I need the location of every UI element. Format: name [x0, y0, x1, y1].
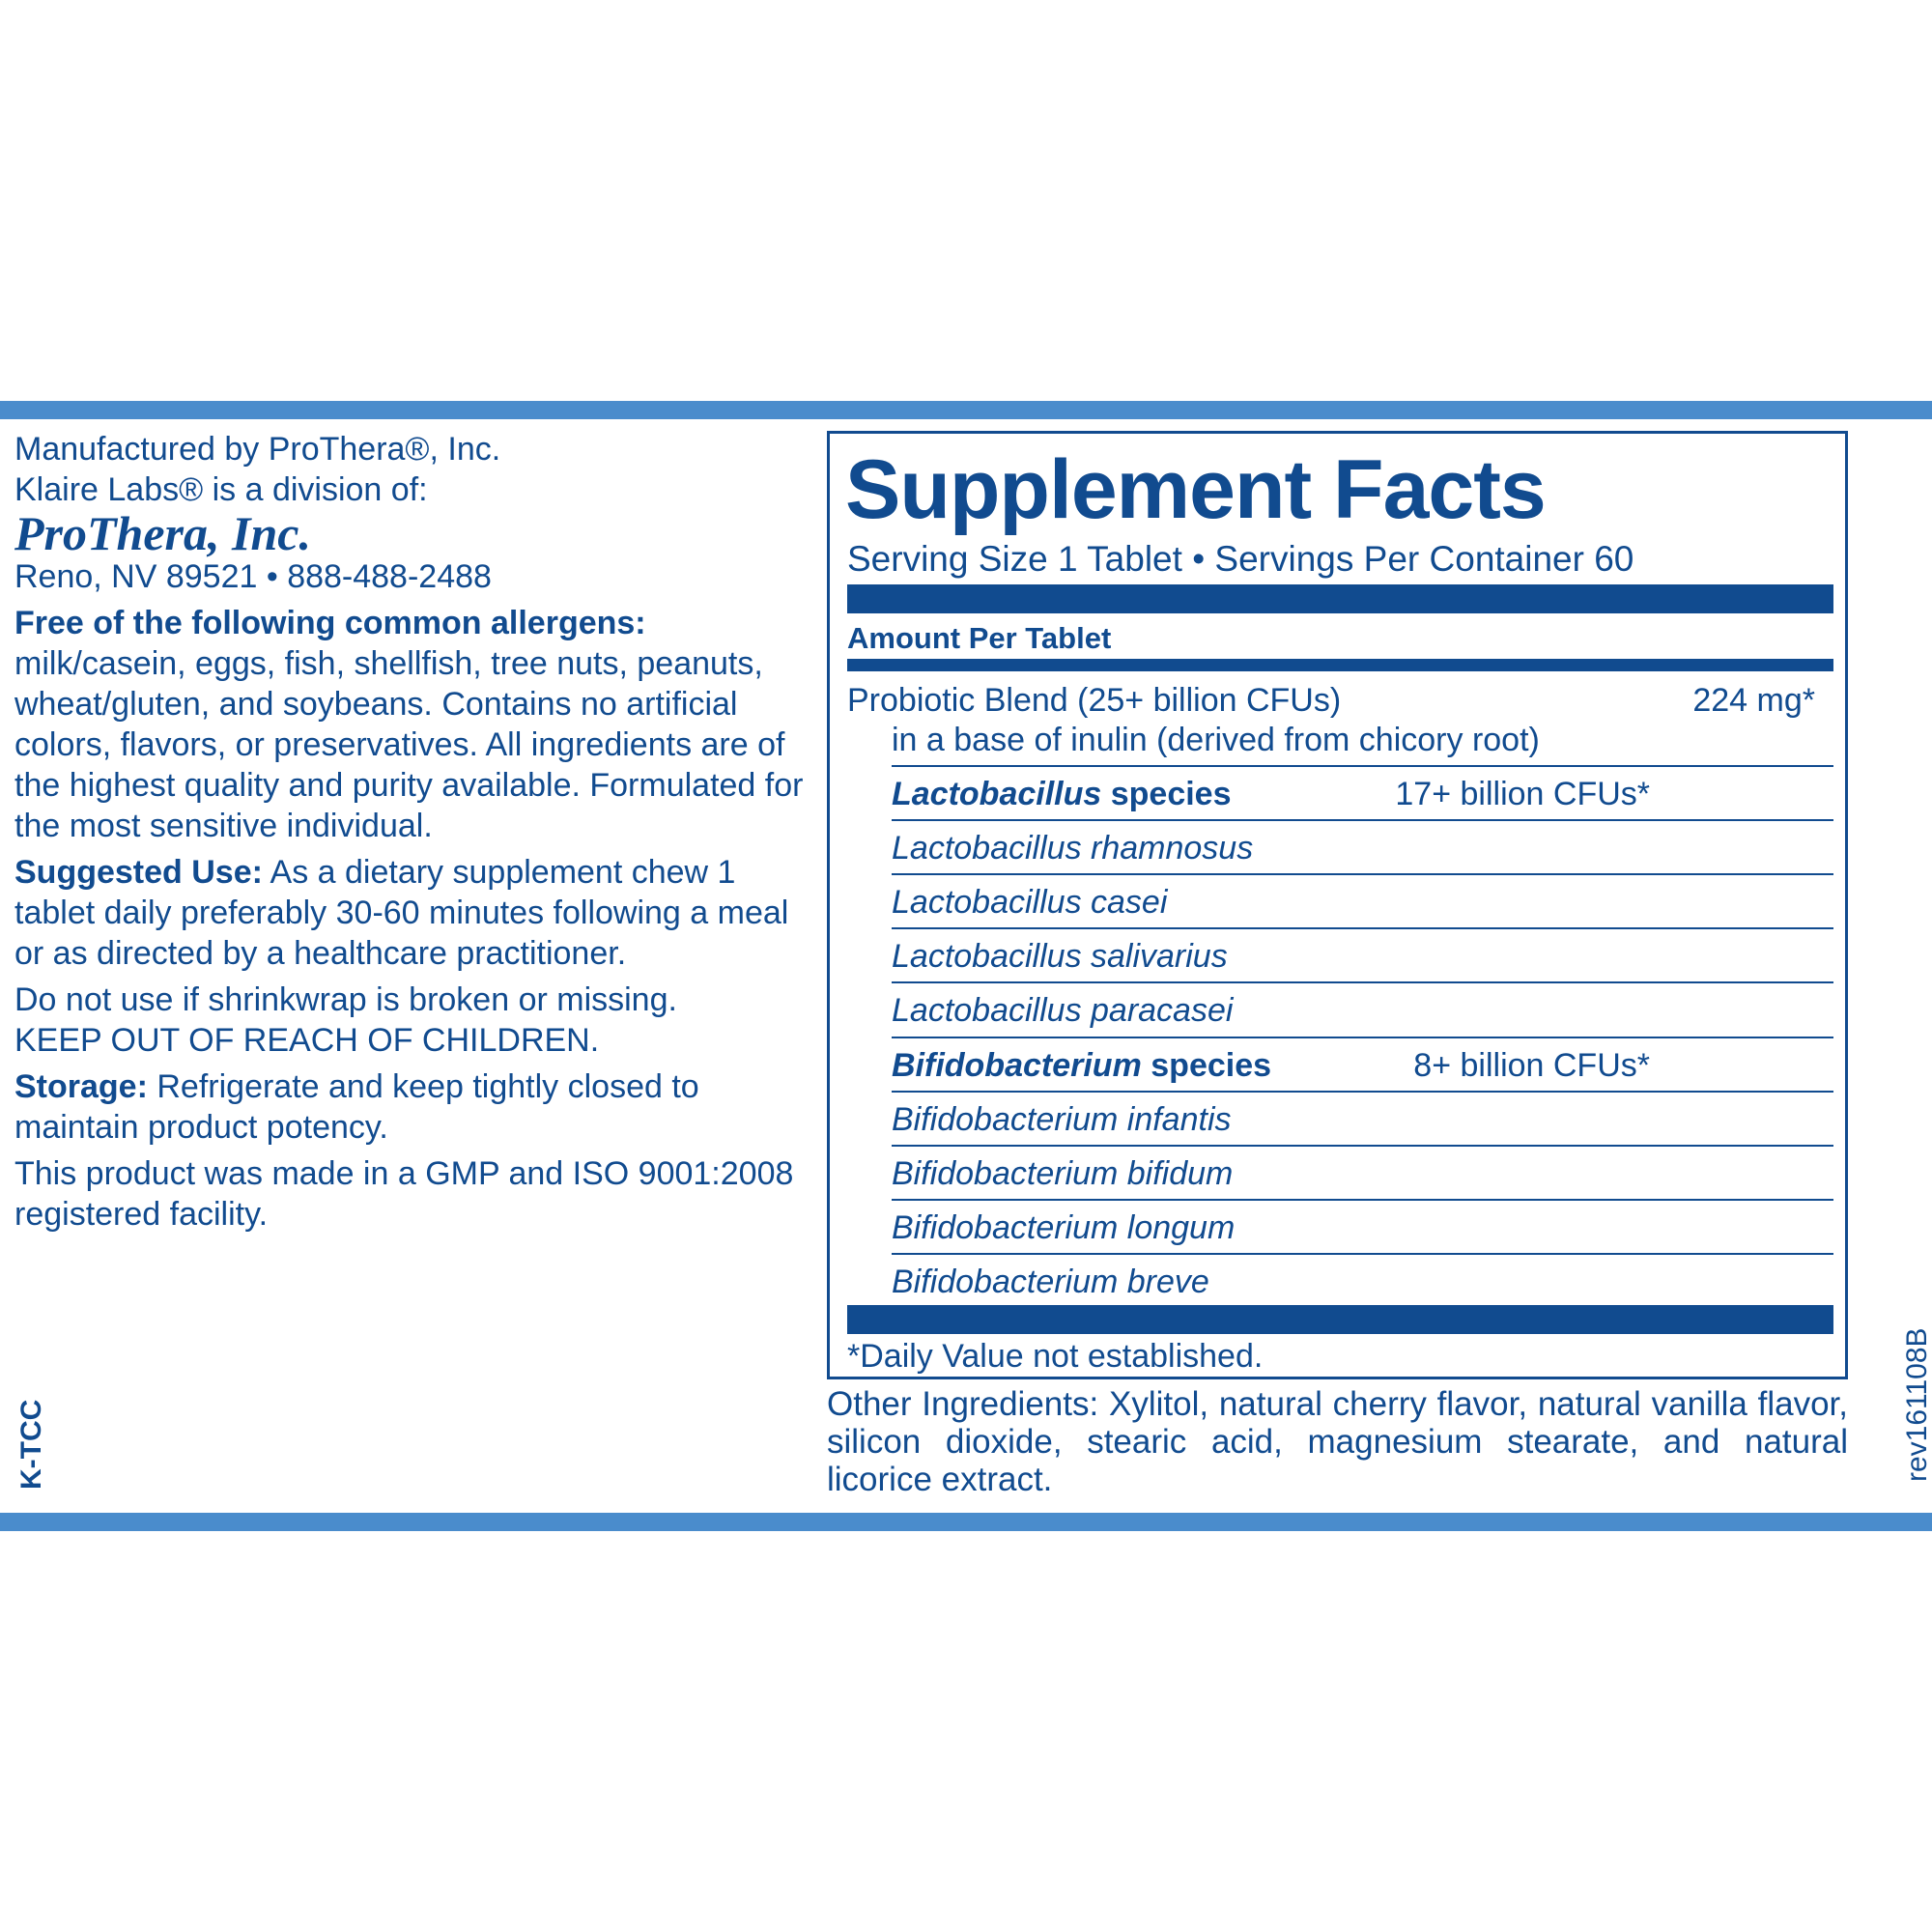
species-name: Lactobacillus paracasei: [892, 992, 1234, 1030]
storage-label: Storage:: [14, 1068, 148, 1105]
fact-row: Lactobacillus species: [892, 775, 1232, 813]
thick-bar: [847, 584, 1833, 613]
species-name: Bifidobacterium bifidum: [892, 1154, 1234, 1192]
amount-header: Amount Per Tablet: [847, 621, 1112, 655]
product-code: K-TCC: [15, 1399, 47, 1490]
row-rule: [892, 765, 1833, 767]
medium-bar: [847, 659, 1833, 671]
suggested-use-text: As a dietary supplement chew 1 tablet da…: [14, 854, 789, 972]
logo: ProThera, Inc.: [14, 506, 311, 560]
suggested-use-label: Suggested Use:: [14, 854, 263, 891]
group-amount: 17+ billion CFUs*: [1395, 776, 1650, 812]
storage-text: Refrigerate and keep tightly closed to m…: [14, 1068, 699, 1146]
keep-out: KEEP OUT OF REACH OF CHILDREN.: [14, 1022, 600, 1059]
address: Reno, NV 89521 • 888-488-2488: [14, 558, 492, 595]
row-rule: [892, 1144, 1833, 1147]
thick-bar: [847, 1305, 1833, 1334]
group-label: species: [1151, 1046, 1272, 1084]
bottom-band: [0, 1513, 1932, 1531]
fact-row: Lactobacillus paracasei: [892, 991, 1233, 1030]
group-amount: 8+ billion CFUs*: [1413, 1046, 1650, 1084]
facts-title: Supplement Facts: [845, 443, 1547, 536]
row-rule: [892, 1198, 1833, 1201]
species-name: Lactobacillus rhamnosus: [892, 830, 1254, 867]
species-name: Lactobacillus salivarius: [892, 938, 1228, 976]
blend-base: in a base of inulin (derived from chicor…: [892, 722, 1540, 758]
row-rule: [892, 873, 1833, 876]
row-rule: [892, 981, 1833, 984]
allergens-text: milk/casein, eggs, fish, shellfish, tree…: [14, 645, 804, 844]
warning: Do not use if shrinkwrap is broken or mi…: [14, 981, 677, 1018]
division: Klaire Labs® is a division of:: [14, 471, 428, 508]
species-name: Lactobacillus casei: [892, 884, 1168, 922]
top-band: [0, 401, 1932, 419]
row-rule: [892, 819, 1833, 822]
supplement-facts: Supplement Facts Serving Size 1 Tablet •…: [827, 431, 1848, 1379]
fact-row: Bifidobacterium bifidum: [892, 1154, 1233, 1193]
row-rule: [892, 1090, 1833, 1093]
row-rule: [892, 1036, 1833, 1038]
fact-row: Bifidobacterium breve: [892, 1263, 1209, 1301]
genus: Bifidobacterium: [892, 1046, 1142, 1084]
fact-row: Lactobacillus salivarius: [892, 937, 1228, 976]
row-rule: [892, 927, 1833, 930]
left-column: Manufactured by ProThera®, Inc. Klaire L…: [14, 429, 816, 1240]
gmp: This product was made in a GMP and ISO 9…: [14, 1155, 794, 1233]
revision: rev161108B: [1901, 1327, 1932, 1482]
genus: Lactobacillus: [892, 776, 1102, 812]
other-ingredients: Other Ingredients: Xylitol, natural cher…: [827, 1385, 1848, 1498]
footnote: *Daily Value not established.: [847, 1338, 1264, 1375]
manufacturer: Manufactured by ProThera®, Inc.: [14, 431, 501, 468]
fact-row: Bifidobacterium infantis: [892, 1100, 1232, 1139]
serving: Serving Size 1 Tablet • Servings Per Con…: [847, 539, 1634, 579]
blend-amount: 224 mg*: [1692, 682, 1815, 719]
storage: Storage: Refrigerate and keep tightly cl…: [14, 1066, 816, 1148]
species-name: Bifidobacterium longum: [892, 1208, 1236, 1246]
species-name: Bifidobacterium infantis: [892, 1100, 1232, 1138]
blend-name: Probiotic Blend (25+ billion CFUs): [847, 682, 1342, 719]
species-name: Bifidobacterium breve: [892, 1263, 1209, 1300]
row-rule: [892, 1252, 1833, 1255]
suggested-use: Suggested Use: As a dietary supplement c…: [14, 852, 816, 974]
fact-row: Lactobacillus rhamnosus: [892, 829, 1253, 867]
fact-row: Bifidobacterium species: [892, 1046, 1271, 1085]
allergens-heading: Free of the following common allergens:: [14, 605, 646, 641]
fact-row: Lactobacillus casei: [892, 883, 1167, 922]
fact-row: Bifidobacterium longum: [892, 1208, 1235, 1247]
group-label: species: [1110, 776, 1232, 812]
